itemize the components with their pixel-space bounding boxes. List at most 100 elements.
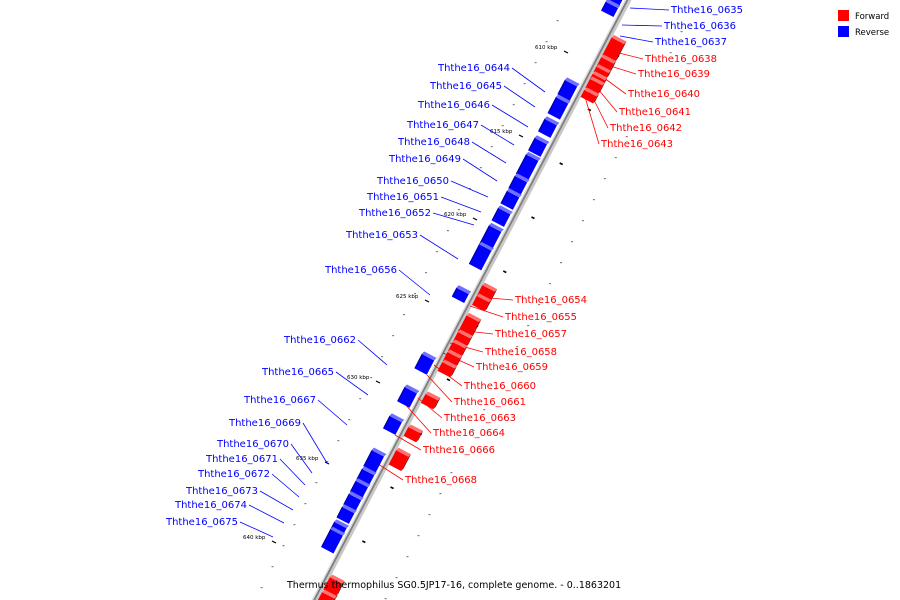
gene-labels[interactable]: Ththe16_0635 Ththe16_0636 Ththe16_0637 Thth… — [165, 5, 743, 528]
gene-label-ththe16-0675[interactable]: Ththe16_0675 — [165, 517, 238, 528]
outer-dot — [494, 388, 497, 390]
forward-gene[interactable] — [448, 339, 468, 358]
reverse-gene[interactable] — [500, 188, 522, 210]
gene-label-ththe16-0645[interactable]: Ththe16_0645 — [429, 81, 502, 92]
forward-gene[interactable] — [437, 359, 458, 378]
inner-dot — [534, 62, 537, 64]
reverse-gene[interactable] — [321, 526, 346, 554]
gene-label-ththe16-0644[interactable]: Ththe16_0644 — [437, 63, 510, 74]
inner-dot — [457, 209, 460, 211]
gene-label-ththe16-0635[interactable]: Ththe16_0635 — [670, 5, 743, 16]
forward-gene[interactable] — [442, 349, 463, 368]
legend-reverse-label: Reverse — [855, 28, 889, 38]
forward-gene[interactable] — [388, 447, 412, 471]
reverse-gene[interactable] — [528, 135, 550, 157]
gene-label-ththe16-0650[interactable]: Ththe16_0650 — [376, 176, 449, 187]
gene-label-ththe16-0646[interactable]: Ththe16_0646 — [417, 100, 490, 111]
gene-label-ththe16-0672[interactable]: Ththe16_0672 — [197, 469, 270, 480]
reverse-gene[interactable] — [363, 447, 387, 473]
reverse-gene[interactable] — [397, 384, 420, 408]
reverse-gene[interactable] — [601, 0, 621, 18]
axis-highlight — [311, 0, 627, 600]
outer-dot — [406, 556, 409, 558]
gene-label-ththe16-0648[interactable]: Ththe16_0648 — [397, 137, 470, 148]
gene-label-ththe16-0651[interactable]: Ththe16_0651 — [366, 192, 439, 203]
forward-gene[interactable] — [453, 329, 473, 348]
reverse-gene[interactable] — [515, 151, 541, 181]
gene-label-ththe16-0665[interactable]: Ththe16_0665 — [261, 367, 334, 378]
outer-dot — [450, 472, 453, 474]
reverse-gene[interactable] — [508, 173, 530, 195]
outer-dot — [417, 535, 420, 537]
gene-label-ththe16-0662[interactable]: Ththe16_0662 — [283, 335, 356, 346]
gene-label-ththe16-0674[interactable]: Ththe16_0674 — [174, 500, 247, 511]
kbp-tick-mark — [424, 299, 430, 303]
forward-gene[interactable] — [580, 87, 600, 104]
gene-label-ththe16-0654[interactable]: Ththe16_0654 — [514, 295, 587, 306]
gene-label-ththe16-0664[interactable]: Ththe16_0664 — [432, 428, 505, 439]
gene-label-ththe16-0667[interactable]: Ththe16_0667 — [243, 395, 316, 406]
tick-dots — [260, 10, 694, 600]
reverse-gene[interactable] — [538, 116, 560, 138]
gene-label-ththe16-0661[interactable]: Ththe16_0661 — [453, 397, 526, 408]
leader-line — [629, 7, 670, 11]
leader-line — [426, 374, 453, 403]
gene-label-ththe16-0659[interactable]: Ththe16_0659 — [475, 362, 548, 373]
gene-label-ththe16-0641[interactable]: Ththe16_0641 — [618, 107, 691, 118]
gene-label-ththe16-0670[interactable]: Ththe16_0670 — [216, 439, 289, 450]
kbp-tick-label: 615 kbp — [490, 129, 513, 135]
gene-label-ththe16-0637[interactable]: Ththe16_0637 — [654, 37, 727, 48]
forward-gene[interactable] — [420, 391, 441, 410]
gene-label-ththe16-0640[interactable]: Ththe16_0640 — [627, 89, 700, 100]
reverse-gene[interactable] — [557, 77, 580, 101]
reverse-gene[interactable] — [451, 285, 472, 304]
gene-label-ththe16-0642[interactable]: Ththe16_0642 — [609, 123, 682, 134]
gene-label-ththe16-0663[interactable]: Ththe16_0663 — [443, 413, 516, 424]
gene-label-ththe16-0652[interactable]: Ththe16_0652 — [358, 208, 431, 219]
gene-label-ththe16-0655[interactable]: Ththe16_0655 — [504, 312, 577, 323]
gene-label-ththe16-0669[interactable]: Ththe16_0669 — [228, 418, 301, 429]
leader-line — [450, 180, 489, 198]
reverse-gene[interactable] — [468, 241, 494, 271]
inner-dot — [435, 251, 438, 253]
leader-line — [402, 401, 432, 434]
gene-label-ththe16-0636[interactable]: Ththe16_0636 — [663, 21, 736, 32]
minor-tick — [362, 540, 366, 544]
forward-gene[interactable] — [317, 589, 337, 600]
leader-line — [480, 124, 515, 146]
forward-gene[interactable] — [593, 64, 612, 79]
gene-label-ththe16-0643[interactable]: Ththe16_0643 — [600, 139, 673, 150]
leader-line — [419, 234, 459, 260]
gene-label-ththe16-0649[interactable]: Ththe16_0649 — [388, 154, 461, 165]
gene-label-ththe16-0671[interactable]: Ththe16_0671 — [205, 454, 278, 465]
forward-gene[interactable] — [403, 424, 424, 443]
gene-label-ththe16-0658[interactable]: Ththe16_0658 — [484, 347, 557, 358]
gene-label-ththe16-0660[interactable]: Ththe16_0660 — [463, 381, 536, 392]
inner-dot — [315, 482, 318, 484]
reverse-gene[interactable] — [547, 94, 571, 120]
axis-shadow — [312, 0, 632, 600]
reverse-gene[interactable] — [382, 413, 405, 435]
inner-dot — [260, 587, 263, 589]
leader-line — [398, 269, 431, 296]
gene-label-ththe16-0647[interactable]: Ththe16_0647 — [406, 120, 479, 131]
forward-gene[interactable] — [472, 293, 492, 312]
inner-dot — [348, 419, 351, 421]
forward-gene[interactable] — [323, 574, 345, 597]
gene-label-ththe16-0657[interactable]: Ththe16_0657 — [494, 329, 567, 340]
reverse-gene[interactable] — [414, 351, 437, 375]
gene-label-ththe16-0666[interactable]: Ththe16_0666 — [422, 445, 495, 456]
reverse-gene[interactable] — [336, 504, 357, 524]
gene-label-ththe16-0656[interactable]: Ththe16_0656 — [324, 265, 397, 276]
forward-gene[interactable] — [585, 76, 605, 95]
reverse-gene[interactable] — [491, 205, 513, 227]
gene-label-ththe16-0639[interactable]: Ththe16_0639 — [637, 69, 710, 80]
gene-label-ththe16-0673[interactable]: Ththe16_0673 — [185, 486, 258, 497]
gene-label-ththe16-0638[interactable]: Ththe16_0638 — [644, 54, 717, 65]
minor-tick — [446, 378, 451, 382]
inner-dot — [392, 335, 395, 337]
gene-label-ththe16-0668[interactable]: Ththe16_0668 — [404, 475, 477, 486]
forward-gene[interactable] — [602, 35, 627, 62]
gene-label-ththe16-0653[interactable]: Ththe16_0653 — [345, 230, 418, 241]
